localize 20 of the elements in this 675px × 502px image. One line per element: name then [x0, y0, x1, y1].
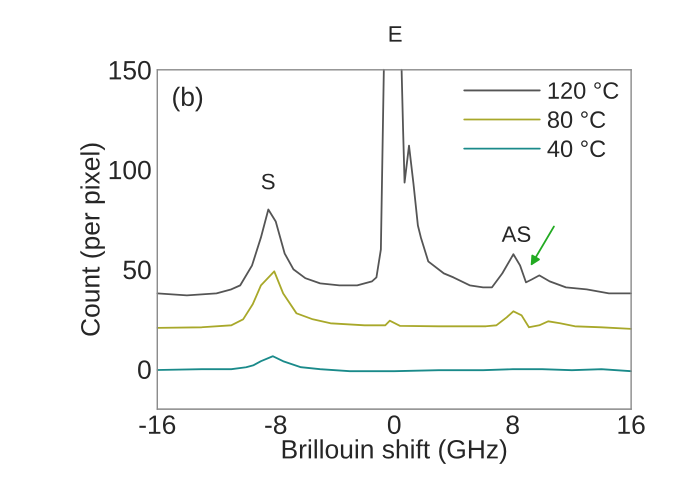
annotation: S [262, 174, 275, 190]
line-series [156, 270, 632, 330]
x-tick-label: -16 [139, 415, 176, 434]
y-tick-label: 150 [110, 60, 151, 80]
x-axis-title: Brillouin shift (GHz) [282, 439, 506, 464]
annotation: AS [502, 226, 530, 242]
x-tick-label: 8 [506, 415, 519, 434]
y-axis-title: Count (per pixel) [80, 144, 105, 336]
line-series [156, 355, 632, 372]
annotation: (b) [173, 86, 202, 112]
legend-label: 120 °C [548, 82, 618, 99]
text: E [390, 26, 402, 42]
legend-label: 80 °C [548, 111, 606, 128]
y-tick-label: 0 [138, 360, 151, 380]
legend-label: 40 °C [547, 140, 606, 158]
x-tick-label: -8 [265, 415, 286, 434]
x-tick-label: 16 [618, 415, 645, 434]
x-tick-label: 0 [388, 415, 401, 434]
y-tick-label: 100 [110, 160, 151, 180]
y-tick-label: 50 [123, 260, 151, 280]
